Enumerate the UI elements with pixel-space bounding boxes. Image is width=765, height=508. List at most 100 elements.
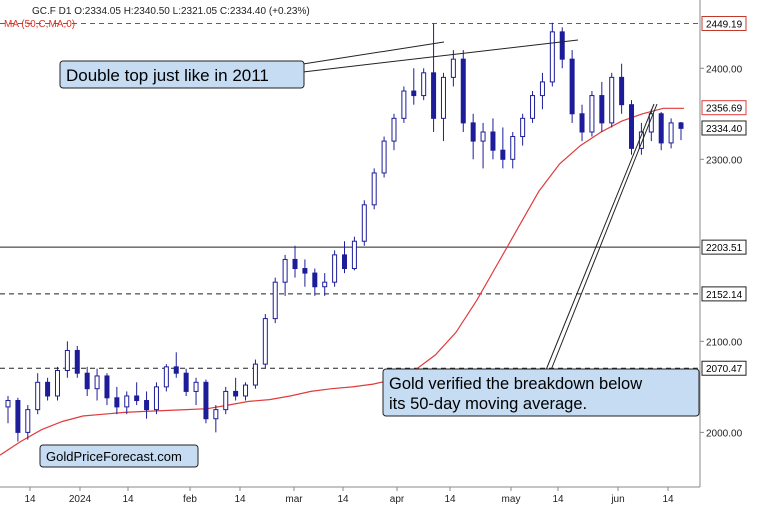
- candle-body-down: [678, 122, 684, 129]
- candle-body-up: [549, 31, 555, 83]
- candle: [579, 104, 585, 142]
- candle: [490, 118, 496, 160]
- candle-body-up: [530, 95, 536, 119]
- candle: [144, 391, 150, 419]
- candle-body-up: [391, 117, 397, 142]
- price-level-label: 2152.14: [706, 290, 743, 301]
- candle: [292, 245, 298, 278]
- candle: [569, 50, 575, 123]
- candle: [223, 386, 229, 415]
- candle-body-up: [213, 409, 219, 420]
- candle-body-up: [54, 369, 60, 397]
- candle: [173, 352, 179, 378]
- price-level-label: 2356.69: [706, 104, 743, 115]
- time-axis: 14 2024 14 feb 14 mar 14 apr 14 may 14 jun 14: [24, 487, 674, 505]
- x-tick-label: 14: [24, 494, 36, 505]
- candle: [282, 254, 288, 296]
- price-level-label: 2070.47: [706, 364, 743, 375]
- candle: [322, 273, 328, 296]
- breakdown-callout: Gold verified the breakdown below its 50…: [382, 103, 700, 417]
- price-level-badge: [701, 120, 747, 136]
- candle-body-up: [381, 140, 387, 174]
- candle-body-up: [94, 375, 100, 390]
- candle-body-down: [15, 400, 21, 433]
- watermark: GoldPriceForecast.com: [39, 444, 199, 468]
- x-tick-label: 14: [122, 494, 134, 505]
- candle: [599, 81, 605, 132]
- candle-body-down: [460, 58, 466, 124]
- candle-body-down: [411, 90, 417, 97]
- x-tick-label: jun: [610, 494, 624, 505]
- candle: [312, 268, 318, 296]
- candle: [84, 366, 90, 396]
- candle: [401, 86, 407, 123]
- candle: [233, 377, 239, 401]
- candle-body-down: [134, 395, 140, 402]
- candle: [539, 72, 545, 110]
- candle: [530, 91, 536, 123]
- candle: [272, 277, 278, 324]
- candle: [54, 366, 60, 401]
- candle-body-down: [342, 254, 347, 270]
- candle-body-up: [668, 122, 674, 144]
- candle: [153, 382, 159, 415]
- candle: [213, 405, 219, 433]
- candle-body-up: [193, 381, 199, 392]
- price-level-label: 2449.19: [706, 19, 743, 30]
- candle-body-up: [35, 381, 41, 411]
- candle: [678, 121, 684, 141]
- candle-body-up: [25, 409, 31, 433]
- candle-body-down: [233, 390, 239, 397]
- price-levels: [0, 22, 700, 369]
- candle-body-down: [500, 149, 506, 160]
- candle: [450, 50, 456, 87]
- y-tick-label: 2300.00: [706, 155, 743, 166]
- candle: [15, 397, 21, 442]
- candle: [510, 131, 516, 169]
- candle-body-down: [45, 381, 51, 397]
- candle-body-up: [371, 172, 377, 206]
- candle: [381, 136, 387, 178]
- candle-body-up: [153, 386, 159, 411]
- candle-body-up: [223, 390, 229, 411]
- candle: [124, 391, 130, 415]
- candle: [361, 200, 367, 246]
- candle: [74, 345, 80, 378]
- x-tick-label: may: [502, 494, 521, 505]
- candle-body-down: [104, 375, 110, 399]
- double-top-note-text: Double top just like in 2011: [66, 66, 269, 85]
- candle: [480, 122, 486, 169]
- candle: [500, 127, 506, 169]
- candle: [629, 100, 635, 155]
- candle: [619, 63, 625, 114]
- candle: [371, 168, 377, 210]
- candle-body-up: [450, 58, 456, 78]
- candle-body-down: [144, 400, 150, 411]
- candle: [609, 72, 615, 128]
- candle-body-down: [312, 272, 318, 288]
- candle: [134, 382, 140, 406]
- candle-body-up: [332, 254, 338, 283]
- price-level-badge: [701, 286, 747, 302]
- candle: [391, 113, 397, 151]
- candle-body-down: [629, 104, 635, 149]
- candle-body-up: [351, 240, 357, 270]
- callout-pointer-line: [302, 41, 445, 65]
- candle: [64, 341, 70, 378]
- candle-body-down: [183, 372, 189, 392]
- candle-body-up: [440, 76, 446, 119]
- candle: [520, 113, 526, 146]
- candle: [559, 27, 565, 69]
- candle-body-up: [5, 400, 11, 408]
- candle: [668, 118, 674, 149]
- breakdown-note-line-1: Gold verified the breakdown below: [389, 375, 642, 393]
- callout-pointer-line: [550, 103, 658, 371]
- candle-body-up: [510, 136, 516, 160]
- candle-body-down: [173, 366, 179, 374]
- candle-body-down: [114, 397, 120, 408]
- candle: [411, 68, 417, 105]
- candle-body-up: [163, 366, 169, 388]
- x-tick-label: 14: [444, 494, 456, 505]
- callout-pointer-line: [302, 39, 579, 73]
